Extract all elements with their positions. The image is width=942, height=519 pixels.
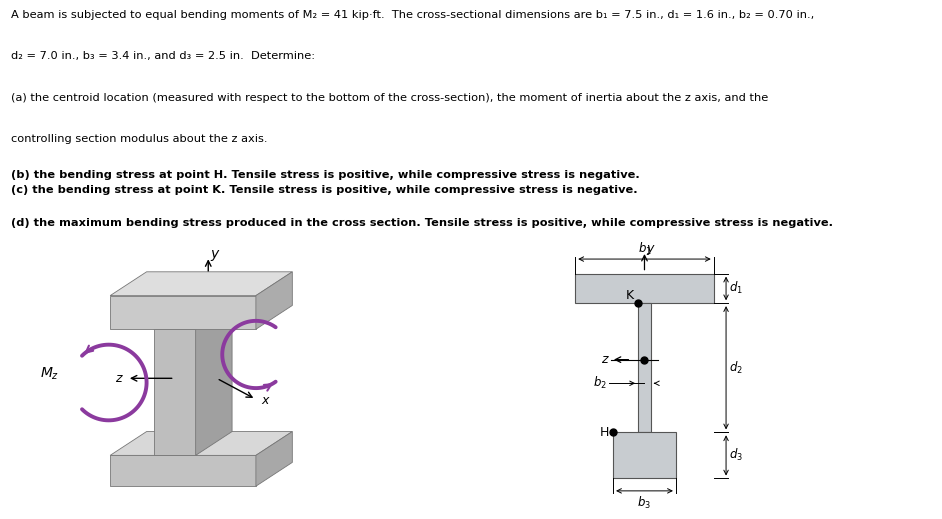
Polygon shape	[196, 305, 232, 455]
Text: $d_1$: $d_1$	[729, 280, 743, 296]
Polygon shape	[154, 329, 196, 455]
Text: $M_z$: $M_z$	[265, 299, 284, 315]
Polygon shape	[110, 455, 256, 486]
Polygon shape	[613, 432, 675, 479]
Text: K: K	[625, 289, 634, 302]
Text: $d_2$: $d_2$	[729, 360, 743, 376]
Text: H: H	[600, 426, 609, 439]
Polygon shape	[576, 274, 714, 303]
Text: x: x	[262, 394, 268, 407]
Text: y: y	[646, 242, 654, 255]
Text: z: z	[115, 372, 122, 385]
Text: d₂ = 7.0 in., b₃ = 3.4 in., and d₃ = 2.5 in.  Determine:: d₂ = 7.0 in., b₃ = 3.4 in., and d₃ = 2.5…	[11, 51, 316, 61]
Text: (d) the maximum bending stress produced in the cross section. Tensile stress is : (d) the maximum bending stress produced …	[11, 218, 834, 228]
Text: controlling section modulus about the z axis.: controlling section modulus about the z …	[11, 134, 268, 144]
Polygon shape	[110, 296, 256, 329]
Text: $b_2$: $b_2$	[593, 375, 607, 391]
Text: (b) the bending stress at point H. Tensile stress is positive, while compressive: (b) the bending stress at point H. Tensi…	[11, 170, 640, 180]
Text: y: y	[210, 247, 219, 261]
Text: $d_3$: $d_3$	[729, 447, 743, 463]
Text: $M_z$: $M_z$	[41, 366, 59, 383]
Polygon shape	[638, 303, 651, 432]
Polygon shape	[256, 272, 292, 329]
Text: (a) the centroid location (measured with respect to the bottom of the cross-sect: (a) the centroid location (measured with…	[11, 93, 769, 103]
Polygon shape	[154, 305, 232, 329]
Text: $b_1$: $b_1$	[638, 241, 652, 257]
Polygon shape	[256, 432, 292, 486]
Text: (c) the bending stress at point K. Tensile stress is positive, while compressive: (c) the bending stress at point K. Tensi…	[11, 185, 638, 196]
Polygon shape	[110, 432, 292, 455]
Polygon shape	[110, 272, 292, 296]
Text: $b_3$: $b_3$	[638, 495, 652, 511]
Text: z: z	[601, 353, 608, 366]
Text: A beam is subjected to equal bending moments of M₂ = 41 kip·ft.  The cross-secti: A beam is subjected to equal bending mom…	[11, 10, 815, 20]
